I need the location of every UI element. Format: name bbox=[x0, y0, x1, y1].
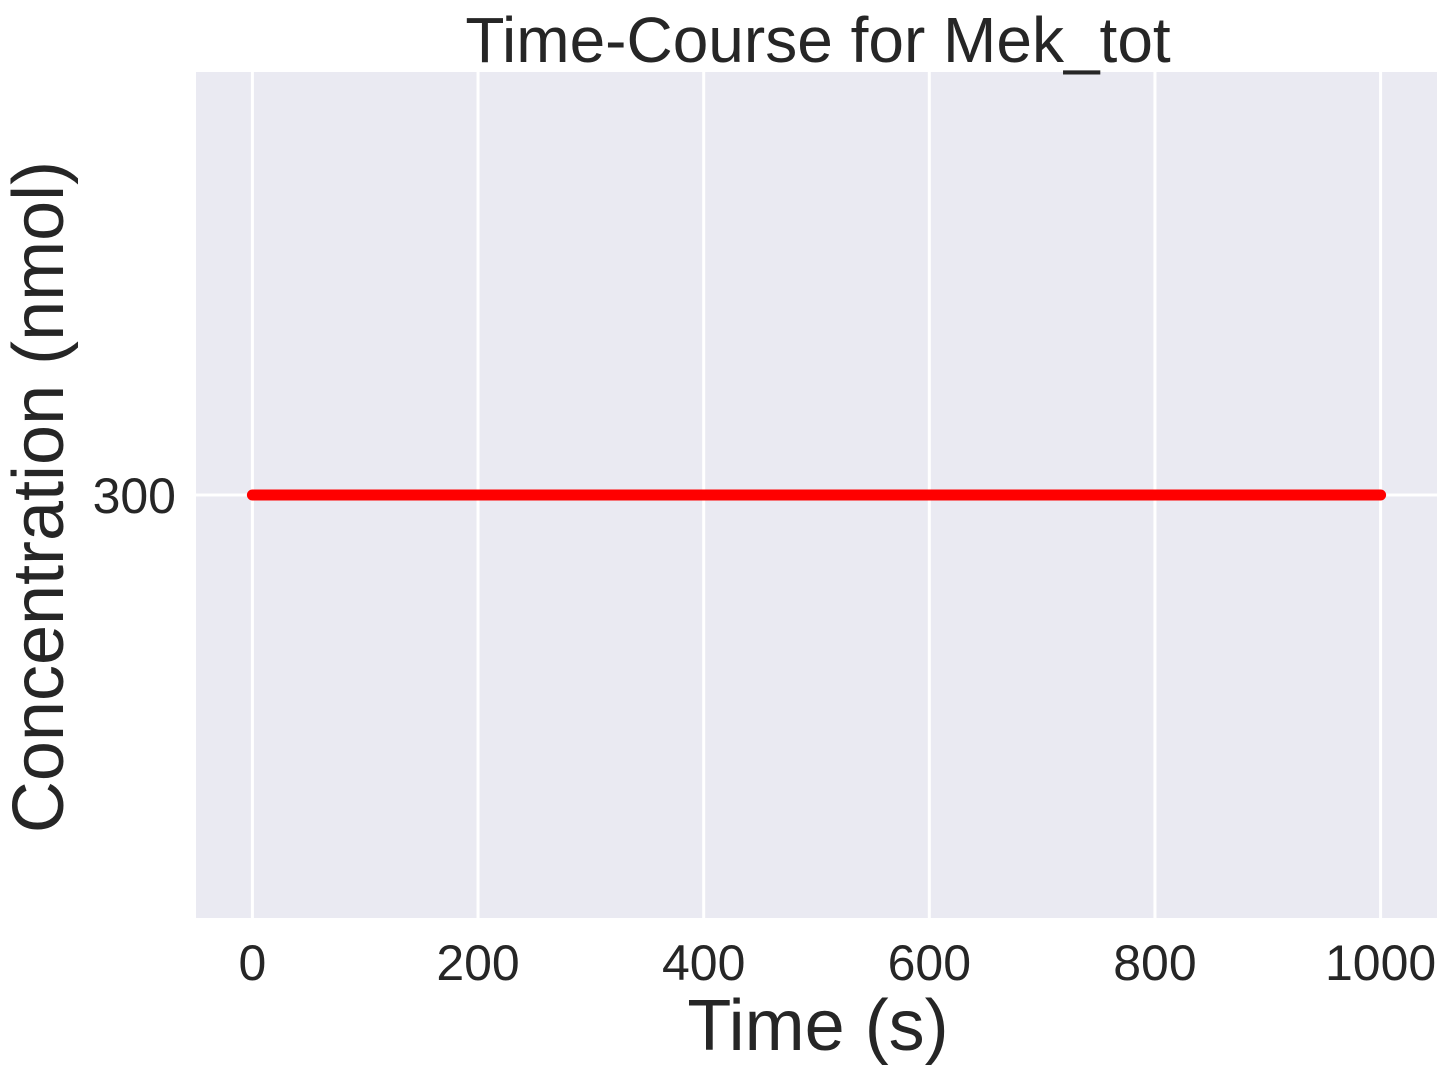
y-tick-label: 300 bbox=[93, 468, 176, 524]
x-tick-label: 600 bbox=[888, 935, 971, 991]
x-tick-label: 400 bbox=[662, 935, 745, 991]
x-tick-labels: 0 200 400 600 800 1000 bbox=[239, 935, 1437, 991]
x-tick-label: 0 bbox=[239, 935, 267, 991]
y-tick-labels: 300 bbox=[93, 468, 176, 524]
x-tick-label: 200 bbox=[436, 935, 519, 991]
x-tick-label: 1000 bbox=[1325, 935, 1436, 991]
x-tick-label: 800 bbox=[1113, 935, 1196, 991]
chart-title: Time-Course for Mek_tot bbox=[465, 4, 1171, 76]
x-axis-label: Time (s) bbox=[687, 986, 948, 1066]
y-axis-label: Concentration (nmol) bbox=[0, 161, 79, 833]
